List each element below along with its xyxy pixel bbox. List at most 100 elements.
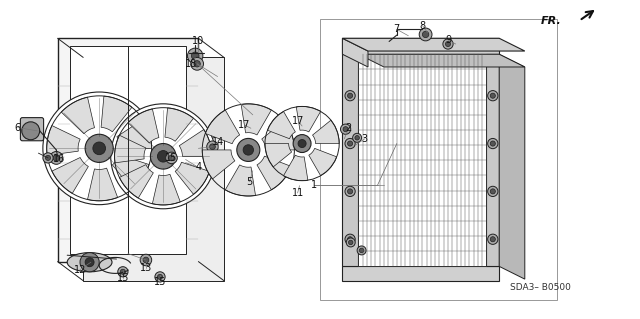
Circle shape — [143, 257, 149, 263]
Text: 2: 2 — [346, 122, 352, 133]
Polygon shape — [47, 126, 80, 155]
Polygon shape — [88, 168, 118, 201]
Text: 17: 17 — [292, 116, 305, 126]
Circle shape — [348, 237, 353, 242]
Circle shape — [118, 267, 128, 277]
Circle shape — [357, 246, 366, 255]
Text: 17: 17 — [238, 120, 251, 130]
Circle shape — [53, 155, 60, 161]
Circle shape — [490, 189, 495, 194]
Text: SDA3– B0500: SDA3– B0500 — [510, 283, 572, 292]
Text: 9: 9 — [445, 35, 451, 45]
Polygon shape — [179, 130, 212, 156]
Text: 18: 18 — [184, 59, 197, 69]
Polygon shape — [205, 110, 240, 144]
Text: 14: 14 — [211, 137, 224, 147]
Polygon shape — [101, 96, 132, 132]
Text: 1: 1 — [310, 180, 317, 190]
Circle shape — [191, 52, 199, 60]
Circle shape — [343, 127, 348, 132]
Text: 15: 15 — [154, 277, 166, 287]
Ellipse shape — [67, 253, 112, 272]
Circle shape — [488, 186, 498, 197]
Polygon shape — [52, 158, 88, 193]
Polygon shape — [312, 120, 339, 144]
Circle shape — [150, 144, 176, 169]
Polygon shape — [120, 165, 154, 198]
Text: 16: 16 — [53, 154, 66, 165]
Polygon shape — [241, 104, 271, 135]
Circle shape — [243, 145, 253, 155]
Text: 13: 13 — [140, 263, 152, 273]
Polygon shape — [117, 119, 152, 148]
Circle shape — [443, 39, 453, 49]
Circle shape — [346, 238, 355, 247]
Polygon shape — [225, 165, 255, 196]
Polygon shape — [70, 46, 186, 254]
Polygon shape — [486, 54, 499, 266]
Polygon shape — [342, 38, 525, 51]
Circle shape — [169, 155, 174, 161]
Circle shape — [93, 142, 106, 155]
Polygon shape — [342, 38, 368, 67]
Text: 10: 10 — [192, 36, 205, 47]
Circle shape — [210, 144, 215, 150]
Polygon shape — [265, 144, 292, 167]
Text: 5: 5 — [246, 177, 253, 187]
Circle shape — [43, 153, 53, 163]
Circle shape — [345, 91, 355, 101]
Circle shape — [345, 234, 355, 244]
Circle shape — [191, 57, 204, 70]
Polygon shape — [165, 108, 193, 141]
Circle shape — [22, 122, 40, 140]
Circle shape — [293, 135, 311, 152]
Polygon shape — [58, 38, 198, 262]
Circle shape — [359, 248, 364, 253]
Circle shape — [140, 254, 152, 266]
Circle shape — [348, 189, 353, 194]
Circle shape — [50, 152, 63, 164]
Circle shape — [85, 134, 113, 162]
Circle shape — [166, 152, 177, 164]
Polygon shape — [342, 266, 499, 281]
Polygon shape — [268, 111, 296, 139]
Circle shape — [157, 274, 163, 279]
Circle shape — [157, 151, 169, 162]
Circle shape — [348, 93, 353, 98]
Circle shape — [188, 48, 203, 63]
Circle shape — [194, 61, 200, 67]
Circle shape — [120, 269, 125, 274]
Polygon shape — [284, 155, 308, 181]
Circle shape — [490, 93, 495, 98]
Text: 15: 15 — [116, 272, 129, 283]
Text: 7: 7 — [394, 24, 400, 34]
Circle shape — [111, 104, 216, 209]
Circle shape — [45, 155, 51, 160]
Text: 15: 15 — [165, 153, 178, 163]
Circle shape — [340, 124, 351, 134]
Polygon shape — [309, 148, 337, 176]
Text: 8: 8 — [419, 20, 426, 31]
Polygon shape — [128, 109, 159, 143]
Circle shape — [80, 253, 99, 272]
Polygon shape — [115, 135, 146, 163]
Circle shape — [488, 91, 498, 101]
Circle shape — [349, 240, 353, 245]
Polygon shape — [152, 174, 180, 205]
FancyBboxPatch shape — [20, 118, 44, 141]
Circle shape — [85, 258, 94, 267]
Polygon shape — [342, 54, 358, 266]
Text: 11: 11 — [291, 188, 304, 198]
Circle shape — [488, 234, 498, 244]
Circle shape — [155, 272, 165, 282]
Polygon shape — [61, 97, 95, 134]
Text: FR.: FR. — [540, 16, 561, 26]
Text: 4: 4 — [195, 162, 202, 173]
Circle shape — [445, 41, 451, 47]
Circle shape — [353, 133, 362, 142]
Polygon shape — [358, 54, 525, 67]
Polygon shape — [499, 54, 525, 279]
Circle shape — [237, 138, 260, 161]
Circle shape — [345, 186, 355, 197]
Polygon shape — [257, 156, 291, 190]
